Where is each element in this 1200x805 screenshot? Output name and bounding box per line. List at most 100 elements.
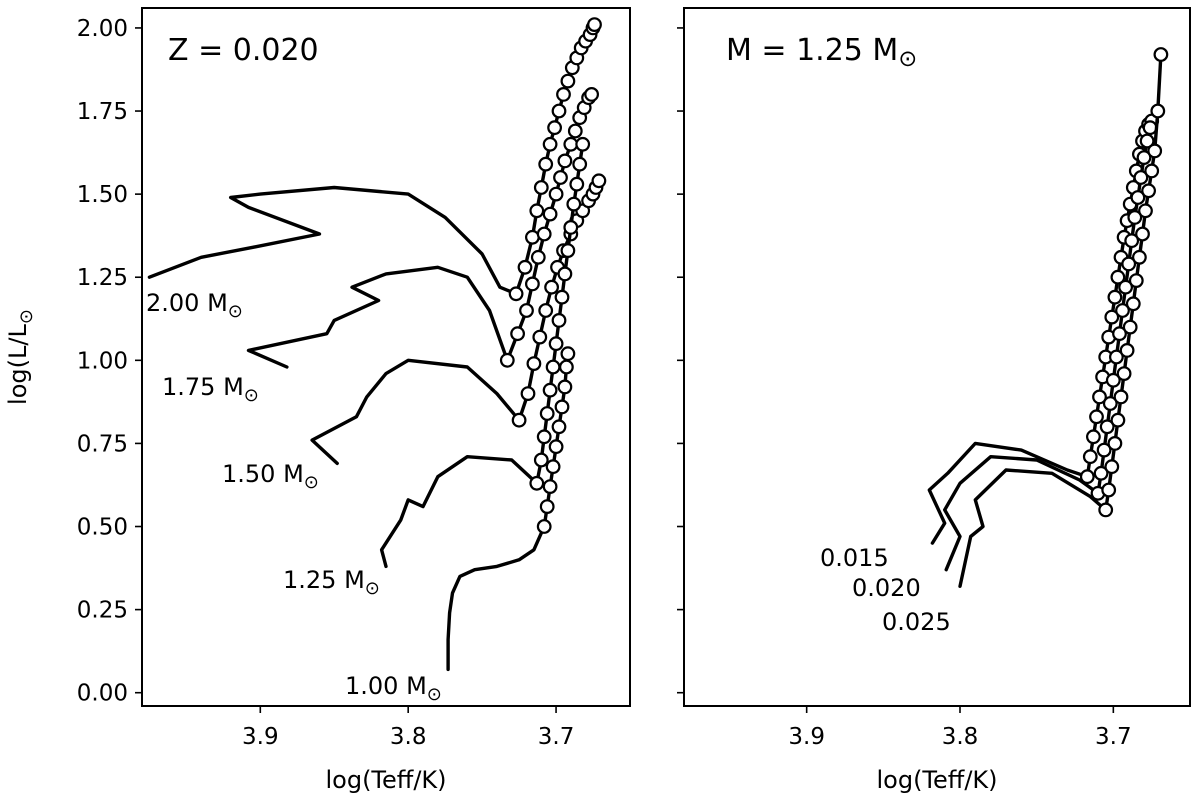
y-axis-label: log(L/L⊙ — [4, 309, 37, 405]
right-track-label: 0.015 — [820, 544, 889, 572]
left-rgb-point — [536, 429, 552, 445]
right-rgb-point — [1092, 389, 1107, 405]
right-rgb-point — [1118, 279, 1133, 295]
left-series-1p75-m: 1.75 M⊙ — [162, 86, 599, 406]
right-rgb-point — [1119, 343, 1135, 358]
right-rgb-point — [1104, 459, 1120, 475]
right-rgb-point — [1139, 133, 1155, 149]
left-rgb-point — [572, 156, 588, 172]
right-rgb-point — [1138, 203, 1153, 219]
left-rgb-point — [545, 359, 561, 375]
left-panel-annotation: Z = 0.020 — [168, 33, 319, 68]
right-rgb-point — [1096, 442, 1112, 458]
right-rgb-point — [1136, 150, 1152, 166]
right-track-label: 0.020 — [852, 574, 921, 602]
right-panel-annotation: M = 1.25 M⊙ — [726, 33, 917, 72]
right-rgb-point — [1135, 226, 1150, 242]
right-rgb-point — [1116, 366, 1132, 382]
right-series-0p020: 0.020 — [852, 120, 1158, 602]
left-rgb-point — [559, 359, 574, 375]
right-series-0p025: 0.025 — [882, 47, 1169, 636]
right-x-tick-label: 3.9 — [788, 724, 825, 750]
left-rgb-point — [551, 103, 567, 119]
left-rgb-point — [529, 203, 545, 219]
left-series-1p25-m: 1.25 M⊙ — [283, 136, 591, 599]
right-x-axis-label: log(Teff/K) — [876, 766, 997, 794]
left-rgb-point — [536, 519, 552, 534]
right-rgb-point — [1115, 303, 1130, 318]
left-rgb-point — [560, 346, 576, 362]
left-rgb-point — [575, 136, 591, 152]
left-series-1p00-m: 1.00 M⊙ — [345, 346, 576, 705]
right-rgb-point — [1153, 47, 1169, 62]
right-rgb-point — [1093, 465, 1109, 481]
right-rgb-point — [1107, 289, 1123, 305]
left-rgb-point — [557, 153, 573, 169]
left-rgb-point — [536, 226, 552, 242]
left-rgb-point — [560, 73, 576, 89]
left-x-axis-label: log(Teff/K) — [325, 766, 446, 794]
right-rgb-point — [1089, 409, 1104, 425]
left-rgb-point — [548, 439, 564, 455]
panel-left: 3.9 3.8 3.7 0.00 0.25 0.50 0.75 1.00 1.25 1.50 1.7… — [77, 7, 631, 794]
left-rgb-point — [542, 206, 558, 222]
left-rgb-point — [533, 452, 549, 468]
left-rgb-point — [532, 329, 548, 345]
left-rgb-point — [530, 249, 546, 265]
right-rgb-point — [1110, 412, 1126, 428]
left-x-tick-label: 3.7 — [538, 724, 575, 750]
left-rgb-point — [591, 173, 607, 189]
left-rgb-point — [557, 379, 573, 395]
left-rgb-point — [584, 86, 599, 102]
right-rgb-point — [1098, 502, 1114, 518]
left-rgb-point — [525, 229, 540, 245]
left-rgb-point — [529, 475, 545, 491]
left-rgb-point — [563, 219, 579, 235]
left-rgb-point — [560, 243, 576, 259]
right-rgb-point — [1131, 249, 1147, 265]
left-rgb-point — [508, 286, 524, 302]
left-rgb-point — [538, 303, 554, 318]
left-rgb-point — [511, 412, 527, 428]
left-rgb-point — [542, 382, 558, 398]
right-rgb-point — [1150, 103, 1166, 119]
left-y-tick-label: 0.00 — [77, 681, 128, 707]
left-rgb-point — [533, 180, 549, 195]
left-rgb-point — [551, 419, 567, 435]
left-y-tick-label: 0.50 — [77, 515, 128, 541]
right-rgb-point — [1104, 309, 1120, 325]
left-track-label: 1.75 M⊙ — [162, 373, 259, 406]
left-track-label: 1.25 M⊙ — [283, 566, 380, 599]
left-rgb-point — [525, 276, 540, 292]
left-y-tick-label: 0.75 — [77, 431, 128, 457]
left-rgb-point — [547, 120, 562, 136]
right-rgb-point — [1130, 190, 1146, 205]
left-rgb-point — [566, 196, 582, 212]
right-rgb-point — [1124, 233, 1140, 249]
left-series-2p00-m: 2.00 M⊙ — [146, 17, 602, 322]
left-rgb-point — [569, 176, 585, 192]
left-y-tick-label: 1.50 — [77, 182, 128, 208]
left-rgb-point — [542, 136, 558, 152]
right-rgb-point — [1133, 170, 1149, 185]
right-rgb-point — [1125, 296, 1141, 312]
left-y-tick-label: 2.00 — [77, 16, 128, 42]
left-plot-frame — [141, 7, 631, 707]
left-track-label: 2.00 M⊙ — [146, 289, 243, 322]
right-rgb-point — [1099, 419, 1115, 435]
left-rgb-point — [538, 156, 554, 172]
left-rgb-point — [587, 17, 602, 32]
right-rgb-point — [1079, 469, 1095, 485]
left-rgb-point — [499, 352, 515, 368]
left-y-tick-label: 1.75 — [77, 99, 128, 125]
right-rgb-point — [1101, 482, 1117, 498]
right-rgb-point — [1121, 256, 1137, 272]
left-rgb-point — [563, 136, 579, 152]
left-rgb-point — [557, 266, 573, 282]
right-rgb-point — [1128, 273, 1144, 289]
right-rgb-point — [1141, 183, 1156, 199]
left-x-tick-label: 3.9 — [242, 724, 279, 750]
left-rgb-point — [517, 259, 533, 275]
left-rgb-point — [553, 170, 568, 185]
